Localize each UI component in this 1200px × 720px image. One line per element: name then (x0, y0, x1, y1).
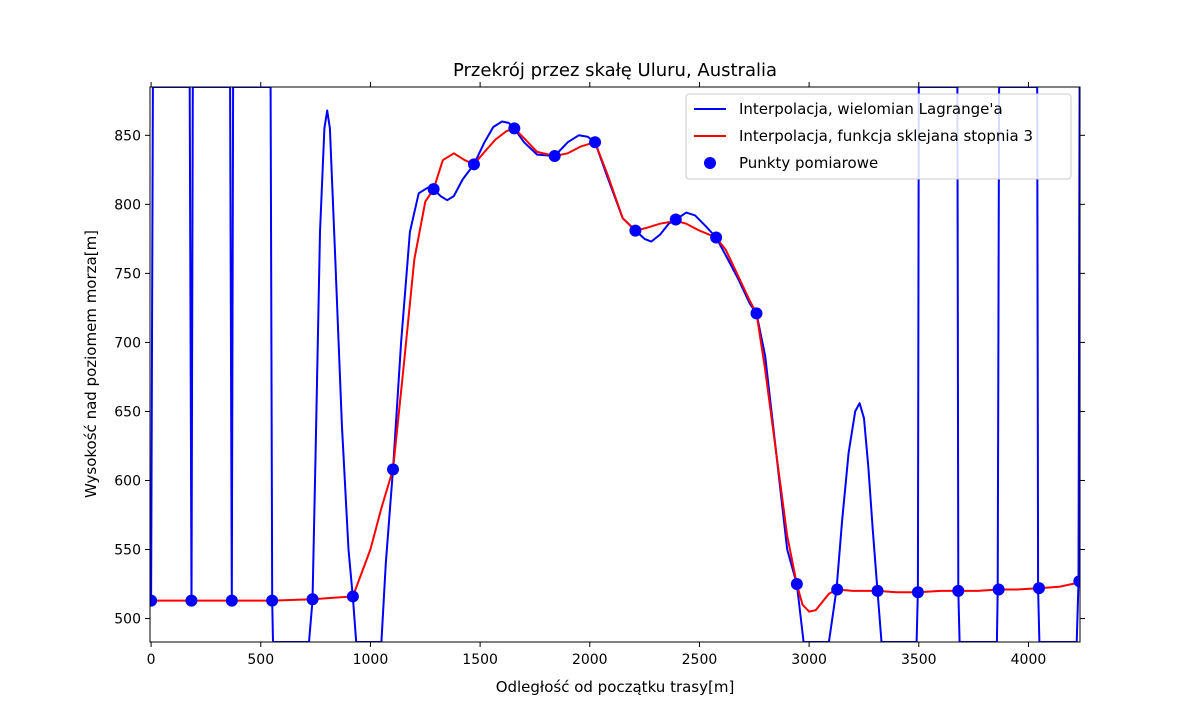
x-tick-label: 2500 (682, 652, 718, 668)
data-point (150, 594, 158, 607)
legend-swatch (704, 157, 716, 169)
legend: Interpolacja, wielomian Lagrange'a Interp… (685, 93, 1072, 180)
data-point (629, 224, 642, 237)
data-point (669, 213, 682, 226)
chart-title: Przekrój przez skałę Uluru, Australia (453, 60, 777, 81)
plot-frame (149, 86, 1081, 643)
series-line (151, 127, 1079, 613)
data-point (750, 307, 763, 320)
data-point (831, 583, 844, 596)
x-tick-label: 4000 (1011, 652, 1047, 668)
series-layer (150, 87, 1080, 642)
data-point (790, 578, 803, 591)
data-point (548, 150, 561, 163)
data-point (306, 593, 319, 606)
data-point (225, 594, 238, 607)
y-tick-label: 500 (114, 612, 141, 628)
y-tick-label: 750 (114, 266, 141, 282)
x-tick-label: 3000 (791, 652, 827, 668)
data-point (508, 122, 521, 135)
data-point (871, 584, 884, 597)
x-tick-label: 2000 (572, 652, 608, 668)
y-axis-title: Wysokość nad poziomem morza[m] (82, 230, 100, 498)
legend-box (685, 93, 1072, 180)
y-tick-label: 600 (114, 473, 141, 489)
data-point (589, 136, 602, 149)
data-point (952, 584, 965, 597)
data-point (185, 594, 198, 607)
x-tick-label: 3500 (901, 652, 937, 668)
data-point (1073, 575, 1080, 588)
data-point (427, 183, 440, 196)
data-point (911, 586, 924, 599)
data-point (266, 594, 279, 607)
x-tick-label: 500 (247, 652, 274, 668)
x-tick-label: 1000 (353, 652, 389, 668)
data-point (387, 463, 400, 476)
x-tick-label: 0 (147, 652, 156, 668)
data-point (710, 231, 723, 244)
x-tick-label: 1500 (462, 652, 498, 668)
y-tick-label: 550 (114, 543, 141, 559)
data-point (992, 583, 1005, 596)
data-point (1032, 582, 1045, 595)
y-tick-label: 700 (114, 335, 141, 351)
data-point (346, 590, 359, 603)
x-axis-title: Odległość od początku trasy[m] (496, 678, 735, 696)
legend-label: Interpolacja, wielomian Lagrange'a (739, 100, 1003, 118)
legend-label: Punkty pomiarowe (739, 154, 878, 172)
legend-label: Interpolacja, funkcja sklejana stopnia 3 (739, 127, 1033, 145)
y-tick-label: 850 (114, 128, 141, 144)
y-tick-label: 800 (114, 197, 141, 213)
tick-layer: 0 500 1000 1500 2000 2500 3000 3500 4000 500 550 60… (114, 82, 1085, 668)
data-point (467, 158, 480, 171)
y-tick-label: 650 (114, 404, 141, 420)
